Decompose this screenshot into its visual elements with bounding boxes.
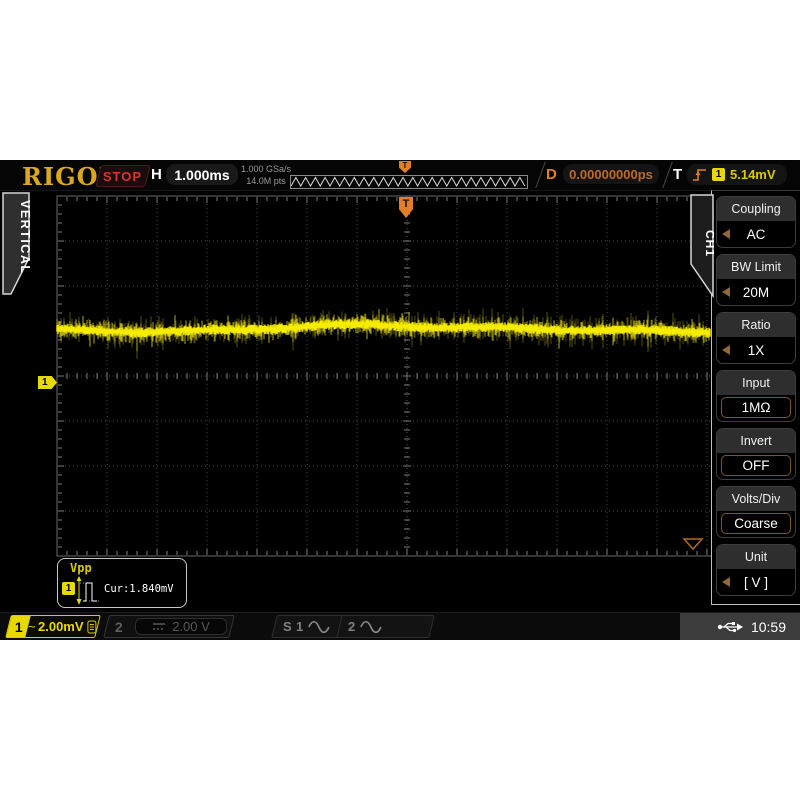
memory-depth: 14.0M pts xyxy=(246,176,286,186)
menu-item-input[interactable]: Input 1MΩ xyxy=(716,370,796,422)
chevron-left-icon xyxy=(722,229,730,239)
channel1-status[interactable]: 1 ~ 2.00mV xyxy=(5,615,101,638)
vpp-glyph-icon xyxy=(76,576,100,605)
probe-icon xyxy=(87,620,97,633)
channel2-scale: 2.00 V xyxy=(172,619,210,634)
delay-readout[interactable]: 0.00000000ps xyxy=(563,164,659,184)
menu-label: BW Limit xyxy=(717,255,795,279)
dc-coupling-icon xyxy=(153,623,166,630)
menu-item-volts-div[interactable]: Volts/Div Coarse xyxy=(716,486,796,538)
menu-item-bw-limit[interactable]: BW Limit 20M xyxy=(716,254,796,306)
menu-label: Coupling xyxy=(717,197,795,221)
measurement-row: Cur:1.840mV xyxy=(104,582,174,595)
ac-coupling-icon: ~ xyxy=(27,619,36,634)
channel-tab-label: CH1 xyxy=(703,230,714,257)
menu-value-box: 1MΩ xyxy=(721,397,791,418)
menu-value: OFF xyxy=(742,458,770,473)
sine-wave-icon xyxy=(308,620,330,633)
menu-item-invert[interactable]: Invert OFF xyxy=(716,428,796,480)
menu-value: 1X xyxy=(747,342,765,358)
chevron-left-icon xyxy=(722,345,730,355)
menu-label: Input xyxy=(717,371,795,395)
trigger-position-marker[interactable]: T xyxy=(399,197,413,218)
trigger-level-arrow-icon xyxy=(682,538,704,551)
menu-label: Invert xyxy=(717,429,795,453)
measurement-title: Vpp xyxy=(70,561,92,575)
horizontal-label: H xyxy=(151,166,162,183)
menu-value: [ V ] xyxy=(743,574,768,590)
menu-value: Coarse xyxy=(734,516,778,531)
timebase-readout[interactable]: 1.000ms xyxy=(166,164,238,185)
sample-rate: 1.000 GSa/s xyxy=(240,164,292,174)
menu-label: Ratio xyxy=(717,313,795,337)
measurement-box: Vpp 1 Cur:1.840mV Avg:1.910mV Min:1.600m… xyxy=(57,558,187,628)
chevron-left-icon xyxy=(722,287,730,297)
measurement-channel-badge: 1 xyxy=(62,582,75,595)
channel1-number: 1 xyxy=(14,618,23,635)
waveform-display xyxy=(56,195,711,557)
menu-label: Unit xyxy=(717,545,795,569)
menu-value-box: Coarse xyxy=(721,513,791,534)
acquisition-info: 1.000 GSa/s 14.0M pts xyxy=(240,163,292,187)
source-status[interactable]: S 1 2 xyxy=(271,615,435,638)
sine-wave-icon xyxy=(360,620,382,633)
vertical-tab-label: VERTICAL xyxy=(18,200,32,275)
bottom-status-bar: 1 ~ 2.00mV 2 2.00 V xyxy=(0,612,800,640)
trigger-label: T xyxy=(673,166,683,183)
delay-label: D xyxy=(546,166,557,183)
menu-value-box: OFF xyxy=(721,455,791,476)
trigger-position-mini-marker[interactable]: T xyxy=(399,161,411,173)
usb-icon xyxy=(717,622,743,633)
trigger-source-badge: 1 xyxy=(712,168,725,181)
channel2-status[interactable]: 2 2.00 V xyxy=(103,615,235,638)
menu-item-unit[interactable]: Unit [ V ] xyxy=(716,544,796,596)
channel-menu-tab[interactable]: CH1 xyxy=(688,194,714,298)
vertical-menu-tab: VERTICAL xyxy=(2,192,32,295)
channel1-scale: 2.00mV xyxy=(38,619,85,634)
chevron-left-icon xyxy=(722,577,730,587)
menu-value: 20M xyxy=(742,284,770,300)
horizontal-position-strip[interactable] xyxy=(290,175,528,189)
memory-waveform-preview xyxy=(291,176,525,188)
trigger-slope-icon xyxy=(693,168,706,181)
trigger-level-value: 5.14mV xyxy=(730,167,776,182)
source1-number: 1 xyxy=(295,619,303,634)
menu-value: 1MΩ xyxy=(741,400,771,415)
menu-item-coupling[interactable]: Coupling AC xyxy=(716,196,796,248)
menu-label: Volts/Div xyxy=(717,487,795,511)
menu-value: AC xyxy=(746,226,766,242)
source-label: S xyxy=(283,619,292,634)
clock: 10:59 xyxy=(750,619,786,635)
channel1-offset-marker[interactable]: 1 xyxy=(38,376,57,389)
top-status-bar: RIGOL STOP H 1.000ms 1.000 GSa/s 14.0M p… xyxy=(0,160,800,191)
oscilloscope-screen: RIGOL STOP H 1.000ms 1.000 GSa/s 14.0M p… xyxy=(0,160,800,640)
source2-number: 2 xyxy=(347,619,356,634)
trigger-readout[interactable]: 1 5.14mV xyxy=(687,164,787,185)
channel2-number: 2 xyxy=(115,618,123,635)
system-status: 10:59 xyxy=(680,613,800,640)
menu-item-ratio[interactable]: Ratio 1X xyxy=(716,312,796,364)
